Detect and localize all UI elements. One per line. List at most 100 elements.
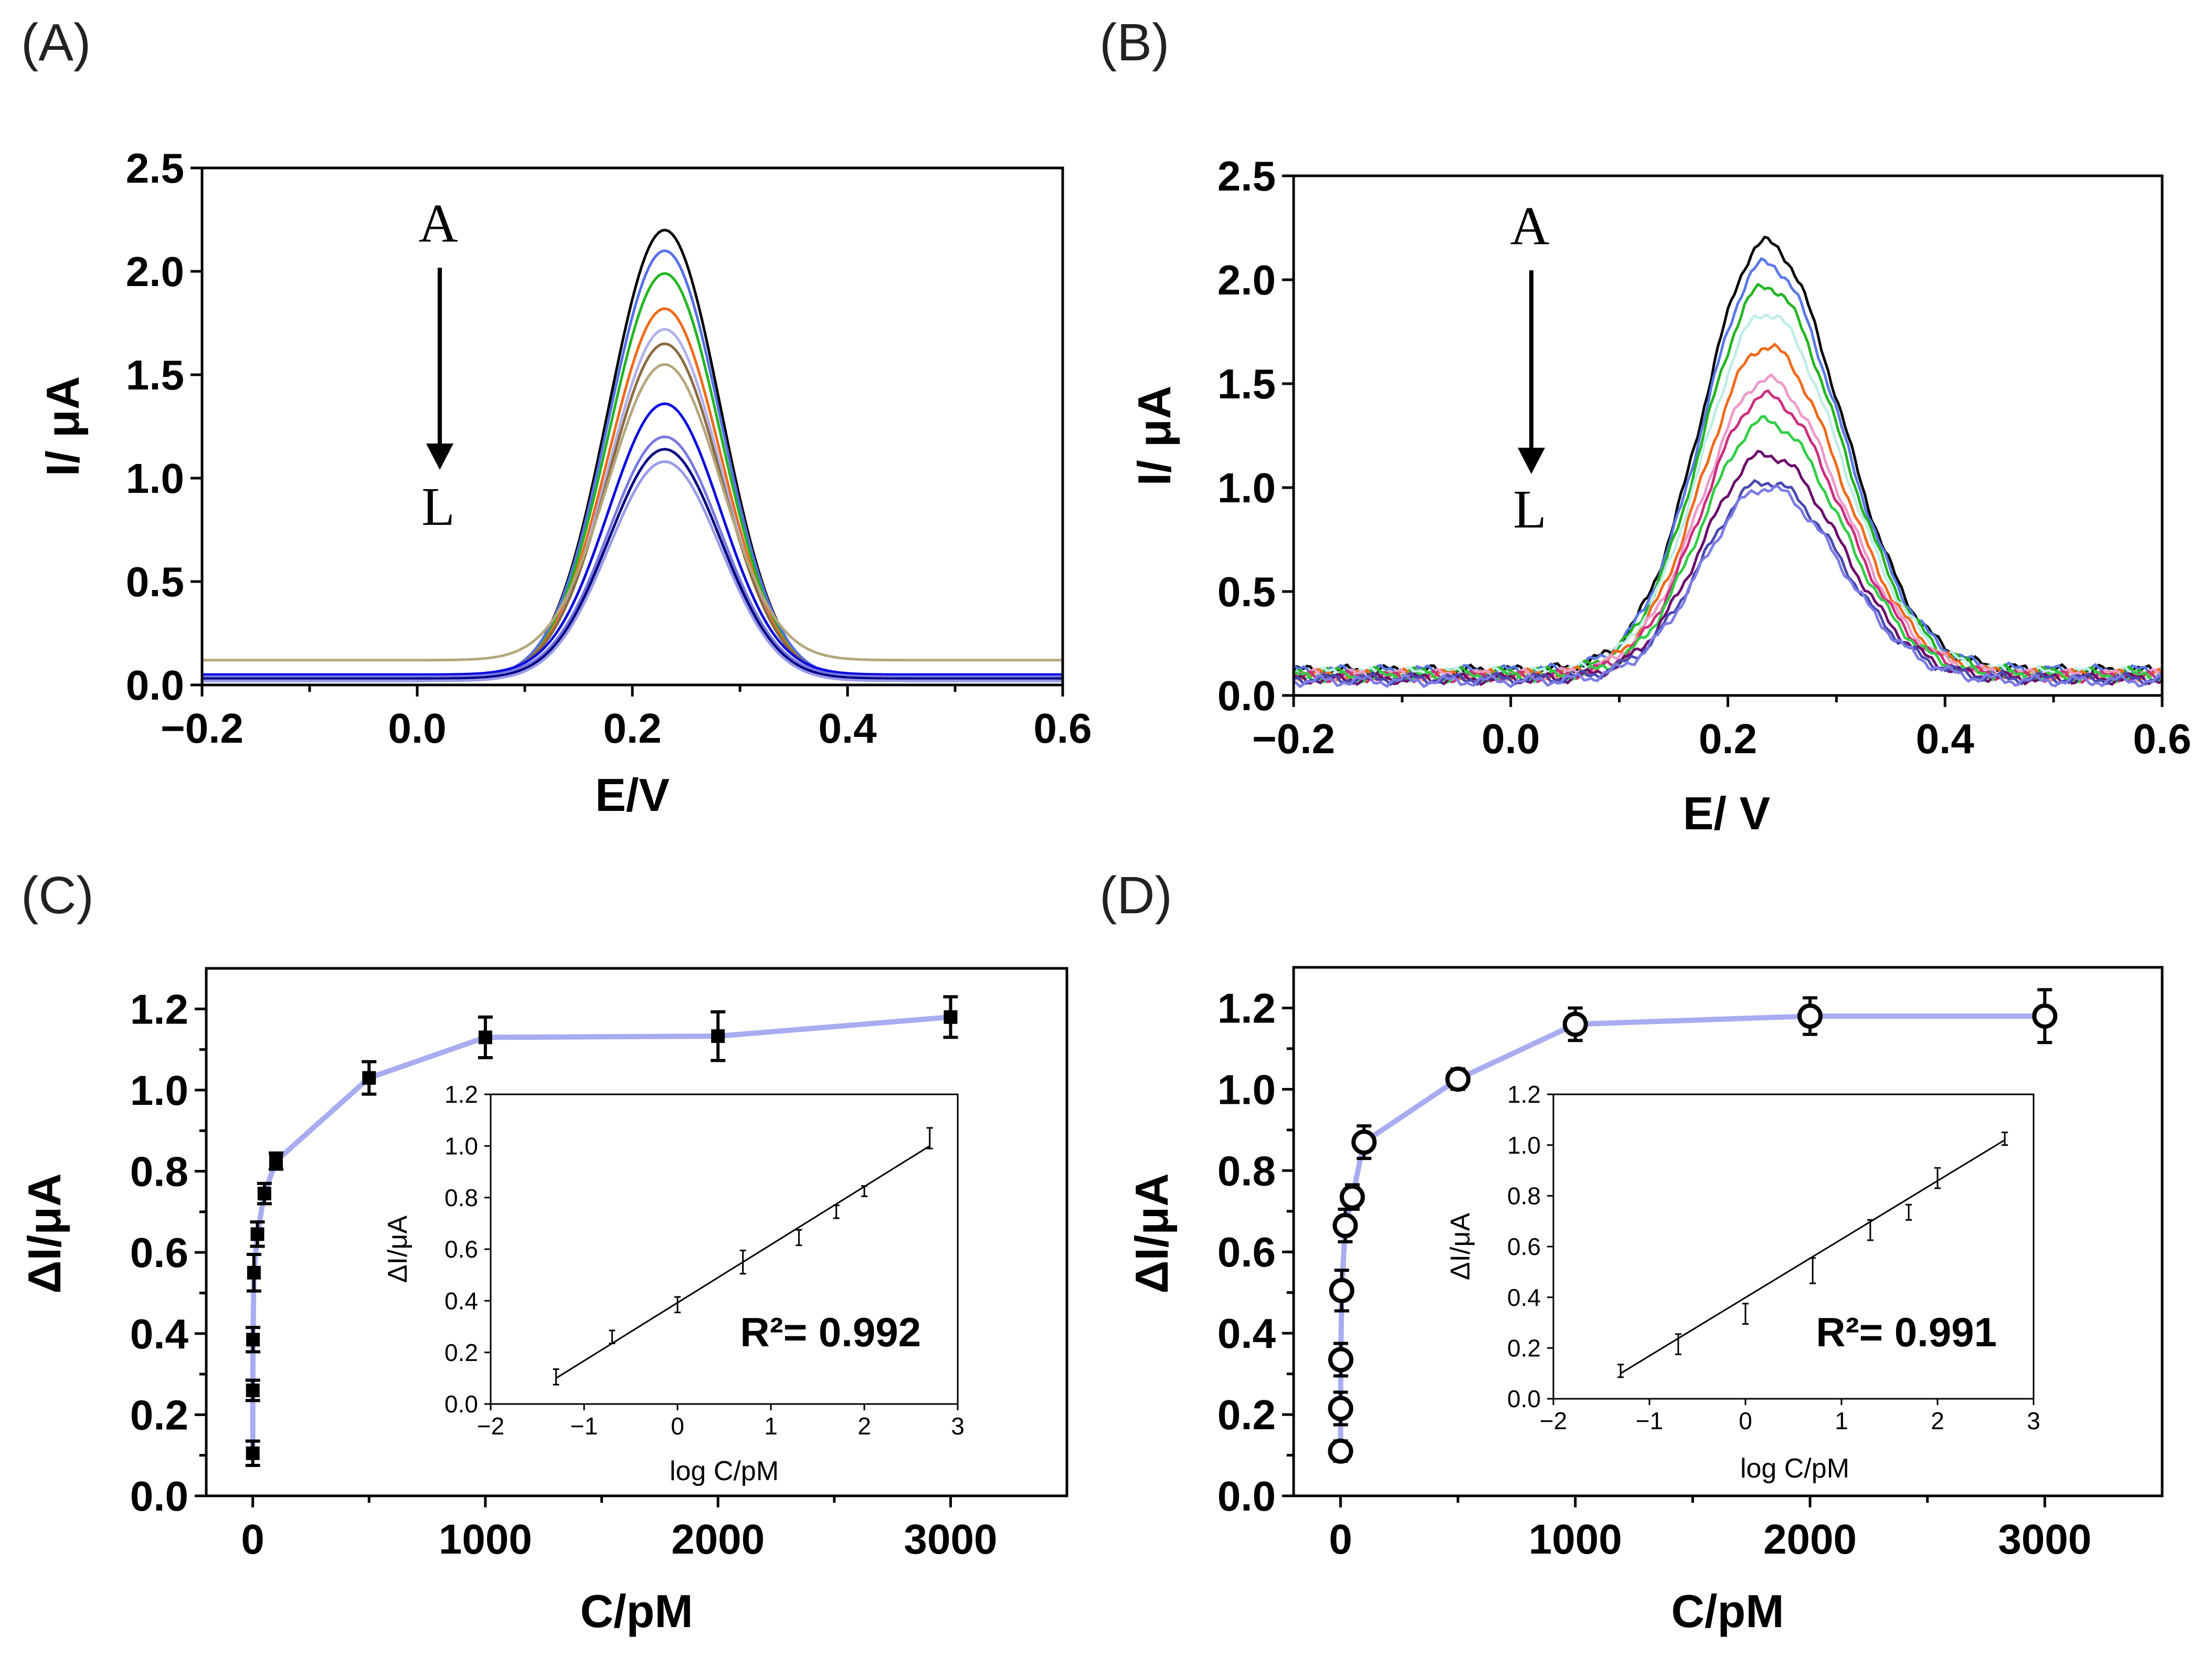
r-squared-label-d: R²= 0.991 (1816, 1309, 1997, 1355)
marker-square (250, 1227, 264, 1241)
marker-circle (1562, 1011, 1588, 1037)
inset-point (796, 1229, 802, 1247)
x-axis-title-d: C/pM (1671, 1585, 1784, 1637)
panel-d: 0 1000 2000 3000 0.0 0.2 0.4 0.6 0.8 1.0 1.2 C/pM… (1126, 966, 2164, 1637)
marker-circle (1332, 1212, 1358, 1238)
inset-point (1867, 1219, 1874, 1241)
x-tick-label: 1000 (439, 1516, 532, 1563)
y-tick-label: 2.0 (1218, 257, 1276, 303)
y-tick-label: 1.2 (1218, 985, 1276, 1031)
curve-a (1293, 235, 2163, 678)
plot-frame-d (1292, 966, 2164, 1497)
y-tick-label: 0.0 (130, 1473, 188, 1519)
inset-x-title-c: log C/pM (670, 1456, 779, 1486)
marker-circle (2032, 1003, 2058, 1029)
y-tick-label: 0.8 (130, 1148, 188, 1195)
panel-label-d: (D) (1099, 866, 1172, 925)
y-tick-label: 1.0 (1218, 465, 1276, 511)
x-tick-label: 3000 (904, 1516, 997, 1563)
data-point (943, 995, 958, 1039)
curve-b (1293, 257, 2163, 678)
panel-label-c: (C) (21, 866, 94, 925)
y-tick-label: 1.0 (444, 1132, 478, 1159)
x-tick-label: −1 (570, 1412, 598, 1440)
data-point (711, 1010, 726, 1062)
curve-i (202, 435, 1063, 678)
data-point (1328, 1438, 1353, 1464)
arrow-end-label-a: L (421, 477, 455, 537)
curve-j (202, 448, 1063, 680)
x-tick-label: 0.0 (388, 705, 446, 752)
inset-y-ticks-d: 0.0 0.2 0.4 0.6 0.8 1.0 1.2 (1507, 1081, 1553, 1412)
y-tick-label: 0.6 (1507, 1233, 1541, 1260)
data-point (1332, 1207, 1358, 1243)
inset-point (553, 1368, 559, 1386)
x-tick-label: 2 (1931, 1407, 1944, 1434)
x-tick-label: 0.2 (1699, 715, 1757, 762)
data-point (1339, 1183, 1365, 1211)
inset-point (739, 1249, 746, 1275)
y-tick-label: 2.0 (126, 248, 184, 295)
marker-circle (1351, 1130, 1377, 1155)
y-axis-title-b: I/ μA (1128, 386, 1180, 486)
inset-point (1934, 1167, 1941, 1189)
arrow-start-label-b: A (1510, 196, 1549, 256)
y-tick-label: 0.6 (130, 1229, 188, 1276)
marker-circle (1328, 1396, 1353, 1421)
y-tick-label: 1.5 (1218, 361, 1276, 407)
inset-point (1675, 1333, 1681, 1355)
y-tick-label: 0.0 (444, 1390, 478, 1418)
inset-x-ticks-c: −2 −1 0 1 2 3 (477, 1404, 965, 1440)
inset-x-ticks-d: −2 −1 0 1 2 3 (1540, 1399, 2040, 1434)
y-tick-label: 1.2 (1507, 1081, 1541, 1108)
y-ticks-a: 0.0 0.5 1.0 1.5 2.0 2.5 (126, 145, 202, 709)
panel-label-a: (A) (21, 13, 91, 72)
x-tick-label: 0.2 (603, 705, 661, 752)
panel-b: −0.2 0.0 0.2 0.4 0.6 0.00.51.01.52.02.5 E/ V… (1128, 153, 2192, 839)
arrow-head-b (1518, 448, 1545, 474)
inset-d: −2 −1 0 1 2 3 0.00.20.40.60.81.01.2 log C/pM … (1445, 1081, 2040, 1484)
data-point (268, 1151, 283, 1171)
marker-circle (1328, 1347, 1353, 1373)
y-ticks-d: 0.0 0.2 0.4 0.6 0.8 1.0 1.2 (1218, 985, 1294, 1519)
inset-y-title-c: ΔI/μA (383, 1216, 413, 1283)
y-axis-title-d: ΔI/μA (1126, 1173, 1178, 1294)
y-tick-label: 2.5 (1218, 153, 1276, 199)
fit-line (1620, 1139, 2005, 1374)
data-point (1328, 1390, 1353, 1427)
y-tick-label: 1.0 (1507, 1132, 1541, 1159)
plot-frame-a (200, 166, 1064, 687)
panel-c: 0 1000 2000 3000 0.0 0.2 0.4 0.6 0.8 1.0 1.2 C/pM… (18, 967, 1068, 1637)
x-ticks-d: 0 1000 2000 3000 (1329, 1496, 2091, 1563)
data-point (1797, 996, 1823, 1036)
x-tick-label: 0 (241, 1516, 264, 1563)
curve-f (202, 342, 1063, 678)
y-tick-label: 1.0 (130, 1067, 188, 1114)
x-tick-label: 3000 (1998, 1516, 2091, 1563)
data-point (1328, 1342, 1353, 1378)
x-tick-label: −1 (1636, 1407, 1663, 1434)
x-tick-label: 1 (1835, 1407, 1848, 1434)
x-tick-label: −2 (1540, 1407, 1567, 1434)
inset-y-title-d: ΔI/μA (1445, 1213, 1476, 1281)
x-tick-label: 1000 (1529, 1516, 1622, 1563)
x-tick-label: 0.4 (818, 705, 877, 752)
x-tick-label: 2000 (1763, 1516, 1857, 1563)
x-tick-label: 2 (858, 1412, 871, 1440)
inset-point (1742, 1303, 1749, 1325)
data-points-c (245, 995, 958, 1468)
curve-l (1293, 484, 2163, 689)
y-ticks-c: 0.0 0.2 0.4 0.6 0.8 1.0 1.2 (130, 986, 206, 1519)
plot-frame-c (205, 967, 1068, 1497)
x-tick-label: 0 (1329, 1516, 1352, 1563)
x-tick-label: 0.0 (1481, 715, 1540, 762)
y-tick-label: 1.5 (126, 352, 184, 398)
data-point (1329, 1269, 1354, 1313)
x-tick-label: 0.4 (1916, 715, 1975, 762)
y-axis-title-a: I/ μA (37, 376, 89, 477)
y-tick-label: 0.5 (126, 558, 184, 605)
curve-h (202, 402, 1063, 676)
data-point (1351, 1124, 1377, 1160)
curve-e (202, 328, 1063, 680)
